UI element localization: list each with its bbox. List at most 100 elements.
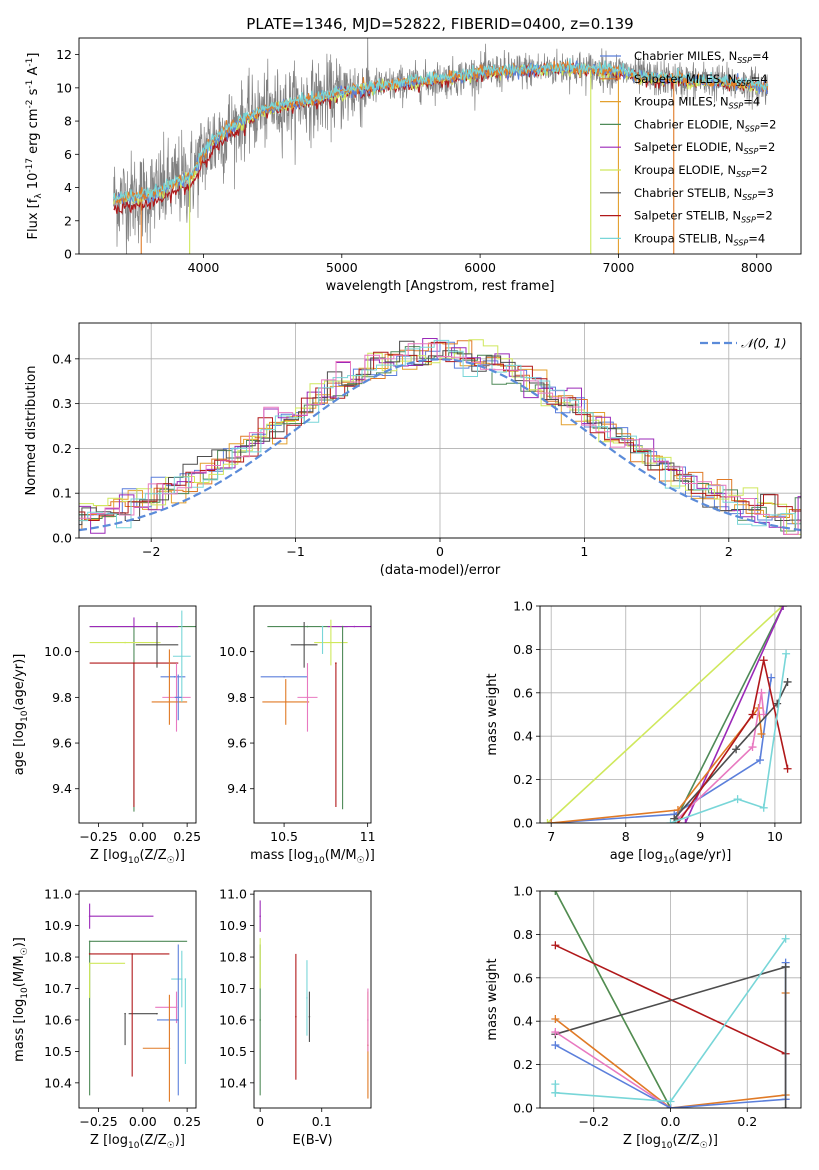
weight-vs-age-plot-area: [543, 606, 792, 823]
label-part: -17: [25, 158, 35, 173]
label-part: ]: [26, 53, 41, 58]
y-tick-label: 0.0: [52, 531, 72, 546]
axes-frame: [78, 37, 802, 255]
weight-marker: [757, 730, 766, 739]
label-part: ☉: [167, 1141, 175, 1151]
weight-line: [551, 677, 772, 823]
label-part: erg cm: [26, 108, 41, 157]
y-tick-label: 0.0: [513, 816, 533, 831]
legend-label: Kroupa STELIB, NSSP=4: [634, 231, 765, 247]
data-point: [306, 997, 308, 999]
weight-vs-Z-plot-area: [551, 891, 790, 1108]
label-part: (data-model)/error: [380, 563, 501, 578]
label-part: )]: [12, 937, 27, 947]
y-tick-label: 10.9: [219, 918, 247, 933]
data-point: [335, 662, 337, 664]
data-point: [88, 962, 91, 965]
data-point: [88, 915, 91, 917]
data-point: [184, 978, 187, 980]
weight-marker: [759, 803, 768, 812]
data-point: [181, 978, 183, 980]
data-point: [367, 1019, 369, 1021]
x-tick-label: −0.25: [79, 829, 117, 844]
y-tick-label: 4: [64, 180, 72, 195]
x-tick-label: 7: [547, 829, 555, 844]
x-axis-label: Z [log10(Z/Z☉)]: [90, 848, 185, 866]
y-tick-label: 0.3: [52, 396, 72, 411]
weight-line: [677, 692, 765, 820]
x-tick-label: 4000: [188, 260, 220, 275]
y-tick-label: 9.4: [227, 781, 247, 796]
y-tick-label: 0.6: [513, 685, 533, 700]
label-part: log: [293, 848, 313, 863]
spectrum-panel: 4000 5000 6000 7000 8000 0 2 4 6 8 10 12 Chabrier MI…: [25, 37, 802, 294]
x-tick-label: −0.2: [579, 1114, 609, 1129]
x-tick-label: −0.25: [79, 1114, 117, 1129]
legend-label-main: Salpeter STELIB, N: [634, 209, 741, 223]
label-part: mass [: [250, 848, 293, 863]
weight-marker: [748, 743, 757, 752]
weight-marker: [543, 819, 552, 823]
x-axis-label: Z [log10(Z/Z☉)]: [623, 1133, 718, 1151]
model-spectrum-line: [113, 58, 769, 203]
label-part: 10: [128, 1141, 140, 1151]
legend-label-sub: SSP: [744, 147, 759, 156]
residuals-panel: −2 −1 0 1 2 0.0 0.1 0.2 0.3 0.4 𝒩(0, 1) (data-model…: [24, 322, 802, 578]
mass-vs-ebv-plot-area: [259, 900, 369, 1099]
legend-label: Chabrier STELIB, NSSP=3: [634, 186, 774, 202]
legend-label-sub: SSP: [736, 79, 751, 88]
y-axis-label: age [log10(age/yr)]: [12, 654, 30, 776]
y-tick-label: 6: [64, 147, 72, 162]
label-part: (M/M: [12, 955, 27, 987]
legend-label-tail: =2: [758, 140, 775, 154]
legend-label-main: Chabrier ELODIE, N: [634, 117, 745, 131]
age-vs-Z-panel: −0.25 0.00 0.259.49.69.810.0Z [log10(Z/Z☉)…: [12, 605, 201, 866]
data-point: [308, 1015, 311, 1018]
residual-histogram: [79, 343, 801, 535]
weight-marker: [547, 819, 556, 823]
y-tick-label: 10.7: [44, 981, 72, 996]
data-point: [283, 676, 285, 678]
label-part: ☉: [20, 947, 30, 955]
weight-line: [554, 891, 672, 1108]
x-tick-label: 0: [256, 1114, 264, 1129]
legend-label-tail: =2: [751, 163, 768, 177]
y-tick-label: 0.0: [513, 1101, 533, 1116]
legend-label-main: Salpeter MILES, N: [634, 72, 736, 86]
weight-vs-Z-panel: −0.2 0.0 0.2 0.0 0.2 0.4 0.6 0.8 1.0 Z [log10(Z/Z…: [485, 884, 802, 1151]
weight-marker: [759, 656, 768, 665]
data-point: [168, 701, 171, 703]
y-tick-label: 1.0: [513, 599, 533, 614]
y-tick-label: 0.6: [513, 970, 533, 985]
x-tick-label: 2: [725, 544, 733, 559]
legend-label-main: Kroupa ELODIE, N: [634, 163, 736, 177]
label-part: (Z/Z: [139, 848, 166, 863]
label-part: )]: [175, 1133, 185, 1148]
axes-frame: [78, 322, 802, 539]
weight-line: [551, 705, 763, 823]
y-tick-label: 10.6: [44, 1012, 72, 1027]
label-part: Z [: [90, 1133, 108, 1148]
label-part: 10: [313, 856, 325, 866]
y-tick-label: 9.6: [227, 736, 247, 751]
y-tick-label: 0: [64, 247, 72, 262]
legend-label: Salpeter ELODIE, NSSP=2: [634, 140, 775, 156]
normal-curve: [79, 358, 801, 532]
y-axis-label: Flux [fλ 10-17 erg cm-2 s-1 A-1]: [25, 53, 44, 240]
weight-marker: [748, 710, 757, 719]
data-point: [341, 625, 344, 628]
y-tick-label: 1.0: [513, 884, 533, 899]
mass-vs-ebv-panel: 0 0.1 10.4 10.5 10.6 10.7 10.8 10.9 11.0 E(B-V): [219, 887, 372, 1148]
residual-histogram: [79, 340, 801, 530]
legend-label-sub: SSP: [745, 124, 760, 133]
data-point: [259, 1019, 261, 1021]
label-part: ☉: [167, 856, 175, 866]
x-tick-label: 0.2: [737, 1114, 757, 1129]
label-part: mass weight: [485, 673, 500, 755]
data-point: [181, 655, 183, 658]
x-axis-label: E(B-V): [292, 1133, 332, 1148]
label-part: ☉: [357, 856, 365, 866]
label-part: (Z/Z: [672, 1133, 699, 1148]
label-part: A: [26, 66, 41, 79]
legend-label-sub: SSP: [742, 193, 757, 202]
